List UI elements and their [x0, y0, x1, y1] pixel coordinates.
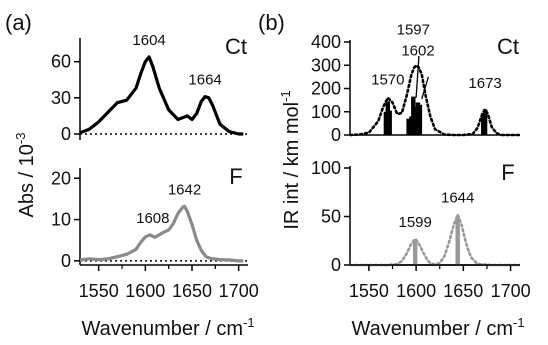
annotation-leader-line: [415, 55, 420, 98]
data-layer: [350, 63, 520, 137]
panel-b-label: (b): [258, 10, 285, 35]
panel-a-xticks: 1550 1600 1650 1700: [79, 264, 259, 301]
y-tick-label: 20: [51, 168, 71, 188]
peak-annotation: 1570: [371, 72, 404, 89]
stick-bar: [387, 110, 392, 135]
y-tick-label: 100: [311, 102, 341, 122]
panel-b-ct-plot: 0 100 200 300 400 Ct 1570 1597 1602 1673: [311, 22, 520, 145]
y-tick-label: 30: [51, 88, 71, 108]
subplot-label: Ct: [497, 34, 519, 59]
stick-bar: [455, 216, 460, 265]
y-tick-label: 400: [311, 32, 341, 52]
y-tick-label: 0: [331, 125, 341, 145]
spectrum-line: [80, 55, 244, 136]
peak-annotation: 1664: [188, 72, 221, 89]
x-tick-label: 1550: [79, 281, 119, 301]
panel-b-xlabel: Wavenumber / cm-1: [351, 315, 524, 340]
y-tick-label: 60: [51, 52, 71, 72]
x-tick-label: 1650: [172, 281, 212, 301]
panel-a-label: (a): [5, 10, 32, 35]
subplot-label: F: [501, 160, 514, 185]
peak-annotation: 1608: [136, 210, 169, 227]
panel-b: (b) IR int / km mol-1 Wavenumber / cm-1 …: [258, 10, 531, 340]
stick-bar: [411, 96, 416, 135]
x-tick-label: 1550: [349, 281, 389, 301]
peak-annotation: 1604: [132, 32, 165, 49]
y-tick-label: 100: [311, 158, 341, 178]
envelope-line: [350, 210, 520, 267]
panel-b-ylabel: IR int / km mol-1: [278, 90, 303, 229]
peak-annotation: 1642: [168, 181, 201, 198]
y-tick-label: 200: [311, 79, 341, 99]
y-tick-label: 10: [51, 210, 71, 230]
peak-annotation: 1644: [441, 190, 474, 207]
data-layer: [80, 55, 244, 136]
y-tick-label: 0: [61, 251, 71, 271]
y-tick-label: 0: [61, 124, 71, 144]
stick-bar: [417, 104, 423, 135]
x-tick-label: 1600: [396, 281, 436, 301]
x-tick-label: 1600: [125, 281, 165, 301]
spectrum-line: [80, 204, 244, 263]
data-layer: [80, 204, 244, 263]
envelope-line: [350, 63, 520, 137]
subplot-label: F: [229, 164, 242, 189]
panel-a-f-plot: 0 10 20 F 1608 1642: [51, 164, 248, 271]
panel-a-ct-plot: 0 30 60 Ct 1604 1664: [51, 32, 248, 144]
x-tick-label: 1700: [219, 281, 259, 301]
y-tick-label: 0: [331, 255, 341, 275]
panel-b-f-plot: 0 50 100 F 1599 1644: [311, 158, 520, 275]
stick-bar: [406, 118, 411, 135]
panel-b-xticks: 1550 1600 1650 1700: [349, 264, 531, 301]
x-tick-label: 1700: [491, 281, 531, 301]
panel-a-xlabel: Wavenumber / cm-1: [81, 315, 254, 340]
peak-annotation: 1599: [399, 214, 432, 231]
peak-annotation: 1602: [401, 43, 434, 60]
annotation-leader-line: [421, 76, 430, 100]
y-tick-label: 50: [321, 207, 341, 227]
peak-annotation: 1673: [468, 75, 501, 92]
peak-annotation: 1597: [397, 22, 430, 39]
panel-a: (a) Abs / 10-3 Wavenumber / cm-1 0 30 60 Ct…: [5, 10, 259, 340]
subplot-label: Ct: [225, 34, 247, 59]
stick-bar: [482, 109, 488, 135]
stick-bar: [413, 240, 418, 266]
data-layer: [350, 210, 520, 267]
x-tick-label: 1650: [443, 281, 483, 301]
y-tick-label: 300: [311, 55, 341, 75]
panel-a-ylabel: Abs / 10-3: [13, 133, 38, 218]
